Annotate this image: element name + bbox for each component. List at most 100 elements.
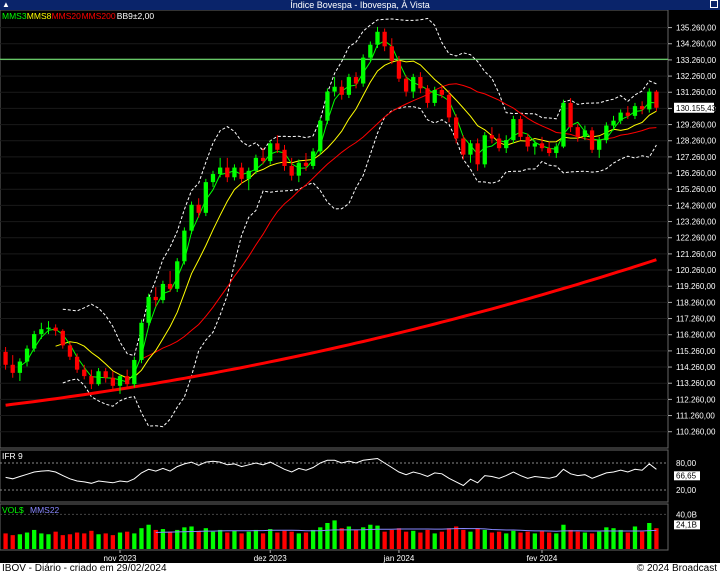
date-axis: nov 2023 dez 2023 jan 2024 fev 2024 xyxy=(104,550,558,563)
bb-lower-line xyxy=(62,106,657,428)
volume-bar xyxy=(654,528,659,549)
volume-bar xyxy=(589,533,595,549)
x-tick-label: jan 2024 xyxy=(383,554,415,563)
candle-body xyxy=(139,322,144,360)
candle-body xyxy=(382,31,387,47)
window-titlebar: ▲ Índice Bovespa - Ibovespa, À Vista xyxy=(0,0,720,10)
mms200-line xyxy=(5,258,657,407)
volume-bar xyxy=(625,532,630,549)
candle-body xyxy=(53,327,58,331)
volume-bar xyxy=(411,530,416,549)
candle-body xyxy=(325,91,330,121)
candle-body xyxy=(403,78,409,92)
volume-bar xyxy=(39,533,44,549)
y-tick-label: 129.260,00 xyxy=(676,121,717,130)
volume-bar xyxy=(10,535,15,549)
rsi-value: 66,65 xyxy=(676,471,697,480)
volume-bar xyxy=(504,533,509,549)
volume-bar xyxy=(382,531,387,549)
y-tick-label: 117.260,00 xyxy=(676,315,716,324)
volume-bar xyxy=(432,533,437,549)
rsi-content: IFR 9 80,00 20,00 66,65 xyxy=(0,451,700,495)
candle-body xyxy=(418,77,423,89)
candle-body xyxy=(611,120,616,126)
candle-body xyxy=(46,327,51,330)
candle-body xyxy=(647,91,652,110)
rsi-title: IFR 9 xyxy=(2,451,23,461)
candle-body xyxy=(175,261,180,289)
candle-body xyxy=(217,167,223,175)
candle-body xyxy=(589,130,595,150)
candle-body xyxy=(196,204,201,213)
candle-body xyxy=(518,119,523,137)
volume-bar xyxy=(139,528,144,549)
footer-bar: IBOV - Diário - criado em 29/02/2024 © 2… xyxy=(0,563,720,575)
volume-bar xyxy=(153,529,158,549)
candle-body xyxy=(167,283,173,289)
volume-bar xyxy=(89,530,94,549)
candle-body xyxy=(210,174,216,183)
price-tag-value: 130.155,43 xyxy=(676,104,717,113)
maximize-button[interactable] xyxy=(710,0,718,8)
y-tick-label: 122.260,00 xyxy=(676,234,717,243)
candle-body xyxy=(67,345,73,357)
volume-bar xyxy=(282,530,287,549)
volume-bar xyxy=(389,529,394,549)
volume-bar xyxy=(496,531,502,549)
volume-bar xyxy=(604,527,609,549)
volume-bar xyxy=(60,535,65,549)
candles xyxy=(3,26,659,394)
candle-body xyxy=(275,143,280,150)
legend-item: MMS3 xyxy=(2,11,27,21)
volume-bar xyxy=(353,529,359,549)
candle-body xyxy=(597,140,602,150)
candle-body xyxy=(182,230,187,262)
volume-bar xyxy=(368,524,373,549)
candle-body xyxy=(253,157,259,171)
chart-area: 135.260,00 134.260,00 133.260,00 132.260,00… xyxy=(0,10,717,563)
rsi-frame xyxy=(0,449,669,503)
candle-body xyxy=(153,296,158,301)
candle-body xyxy=(39,329,44,335)
candle-body xyxy=(346,77,352,95)
candle-body xyxy=(375,31,380,45)
candle-body xyxy=(189,204,194,231)
candle-body xyxy=(654,91,659,108)
candle-body xyxy=(125,376,130,385)
rsi-line xyxy=(5,457,657,487)
candle-body xyxy=(246,170,251,179)
y-tick-label: 135.260,00 xyxy=(676,24,717,33)
candle-body xyxy=(604,125,609,141)
candle-body xyxy=(318,120,323,152)
y-tick-label: 110.260,00 xyxy=(676,428,716,437)
candle-body xyxy=(461,138,466,155)
vol-value-box xyxy=(674,520,700,530)
volume-bar xyxy=(239,533,244,549)
y-tick-label: 133.260,00 xyxy=(676,56,717,65)
candle-body xyxy=(504,140,509,149)
volume-bar xyxy=(482,529,487,549)
volume-bar xyxy=(182,527,187,549)
candle-body xyxy=(482,135,487,165)
y-tick-label: 116.260,00 xyxy=(676,331,716,340)
candle-body xyxy=(203,182,208,213)
candle-body xyxy=(639,106,645,110)
candle-body xyxy=(60,330,65,346)
volume-bar xyxy=(117,532,123,549)
candle-body xyxy=(332,86,337,92)
rsi-20-label: 20,00 xyxy=(676,486,697,495)
candle-body xyxy=(532,143,537,147)
candle-body xyxy=(546,148,552,154)
volume-bar xyxy=(582,532,588,549)
volume-bar xyxy=(332,520,337,549)
x-tick-label: fev 2024 xyxy=(527,554,558,563)
volume-bar xyxy=(525,531,530,549)
volume-bar xyxy=(217,529,223,549)
volume-bar xyxy=(3,533,8,549)
price-panel: 135.260,00 134.260,00 133.260,00 132.260,00… xyxy=(0,10,717,449)
bb-upper-line xyxy=(62,17,657,357)
volume-bar xyxy=(296,533,301,549)
volume-bar xyxy=(53,531,58,549)
candle-body xyxy=(439,89,445,95)
